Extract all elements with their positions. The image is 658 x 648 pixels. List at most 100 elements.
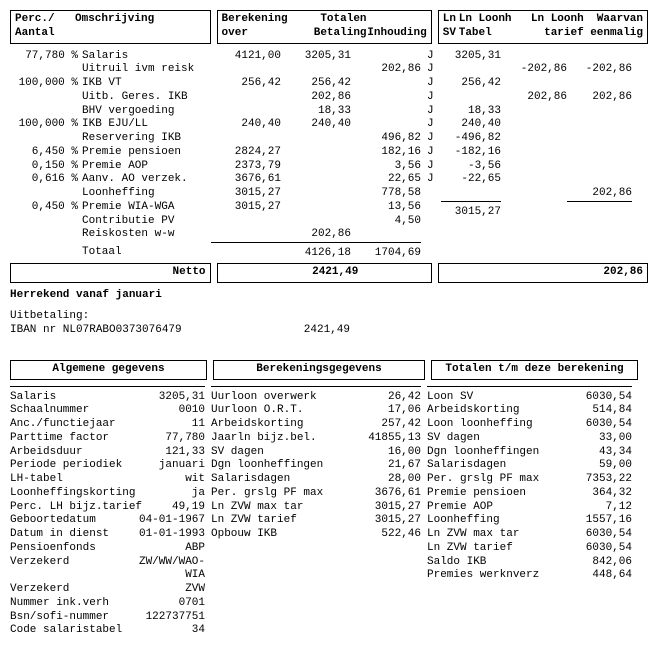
line-bet: 240,40	[281, 118, 351, 132]
kv-label: Salarisdagen	[427, 459, 562, 473]
hdr-tarief: Ln Loonhtarief	[514, 13, 584, 41]
line-desc: Uitb. Geres. IKB	[82, 91, 205, 105]
totals-inh: 1704,69	[351, 247, 421, 261]
line-desc: Contributie PV	[82, 215, 205, 229]
line-bet: 256,42	[281, 77, 351, 91]
line-inh: 778,58	[351, 187, 421, 201]
line-sv: J	[427, 173, 441, 187]
kv-value: 26,42	[351, 391, 421, 405]
line-desc: Reiskosten w-w	[82, 228, 205, 242]
totals-label: Totaal	[82, 246, 205, 260]
hdr-inh: Inhouding	[367, 13, 427, 41]
line-inh: 22,65	[351, 173, 421, 187]
kv-label: Perc. LH bijz.tarief	[10, 501, 142, 515]
line-tab: 240,40	[441, 118, 501, 132]
line-sv: J	[427, 50, 441, 64]
line-over	[211, 215, 281, 229]
kv-value: 7,12	[562, 501, 632, 515]
kv-value: 28,00	[351, 473, 421, 487]
kv-value: 6030,54	[562, 391, 632, 405]
line-tar	[501, 77, 567, 91]
kv-label: Saldo IKB	[427, 556, 562, 570]
kv-label: Ln ZVW max tar	[211, 501, 351, 515]
top-header: Perc./Aantal Omschrijving Berekeningover…	[10, 10, 648, 44]
kv-value: 01-01-1993	[135, 528, 205, 542]
line-perc	[10, 63, 82, 77]
line-tar	[501, 132, 567, 146]
bottom-columns: Salaris3205,31Schaalnummer0010Anc./funct…	[10, 386, 648, 639]
kv-value: 364,32	[562, 487, 632, 501]
line-inh	[351, 118, 421, 132]
line-bet: 18,33	[281, 105, 351, 119]
line-perc: 100,000 %	[10, 118, 82, 132]
line-over	[211, 63, 281, 77]
kv-label: Loon SV	[427, 391, 562, 405]
kv-value: 33,00	[562, 432, 632, 446]
line-over	[211, 105, 281, 119]
line-sv: J	[427, 160, 441, 174]
line-sv: J	[427, 146, 441, 160]
kv-label: Anc./functiejaar	[10, 418, 135, 432]
kv-label: Uurloon overwerk	[211, 391, 351, 405]
hdr-desc: Omschrijving	[75, 13, 206, 41]
kv-value: 49,19	[142, 501, 205, 515]
line-desc: Uitruil ivm reisk	[82, 63, 205, 77]
kv-label: Nummer ink.verh	[10, 597, 135, 611]
line-over	[211, 132, 281, 146]
kv-label: Dgn loonheffingen	[427, 446, 562, 460]
kv-value: 0701	[135, 597, 205, 611]
kv-label: Bsn/sofi-nummer	[10, 611, 135, 625]
kv-value: ABP	[135, 542, 205, 556]
line-bet: 202,86	[281, 91, 351, 105]
kv-label: Premie pensioen	[427, 487, 562, 501]
line-sv: J	[427, 105, 441, 119]
kv-label: Dgn loonheffingen	[211, 459, 351, 473]
line-bet	[281, 173, 351, 187]
kv-value: ja	[135, 487, 205, 501]
kv-value: 59,00	[562, 459, 632, 473]
bh-tot: Totalen t/m deze berekening	[431, 360, 638, 380]
kv-value: 17,06	[351, 404, 421, 418]
kv-value: 34	[135, 624, 205, 638]
line-inh: 182,16	[351, 146, 421, 160]
kv-label: Uurloon O.R.T.	[211, 404, 351, 418]
line-een	[567, 77, 632, 91]
main-lines: 77,780 %SalarisUitruil ivm reisk100,000 …	[10, 50, 648, 261]
kv-label: Salaris	[10, 391, 135, 405]
kv-value: 6030,54	[562, 418, 632, 432]
line-een	[567, 132, 632, 146]
line-tar	[501, 160, 567, 174]
line-inh: 3,56	[351, 160, 421, 174]
kv-value: 11	[135, 418, 205, 432]
kv-label: Loon loonheffing	[427, 418, 562, 432]
line-een	[567, 173, 632, 187]
line-over: 3015,27	[211, 201, 281, 215]
kv-value: 3676,61	[351, 487, 421, 501]
line-tab: -3,56	[441, 160, 501, 174]
line-inh: 202,86	[351, 63, 421, 77]
line-perc	[10, 132, 82, 146]
netto-label: Netto	[10, 263, 211, 283]
line-over	[211, 228, 281, 243]
line-perc: 0,150 %	[10, 160, 82, 174]
payout-amount: 2421,49	[210, 324, 350, 338]
hdr-perc: Perc./Aantal	[15, 13, 75, 41]
line-tab: -496,82	[441, 132, 501, 146]
line-inh	[351, 50, 421, 64]
kv-value: 514,84	[562, 404, 632, 418]
line-desc: Reservering IKB	[82, 132, 205, 146]
line-inh	[351, 105, 421, 119]
line-bet	[281, 215, 351, 229]
kv-label: Ln ZVW tarief	[211, 514, 351, 528]
line-perc	[10, 105, 82, 119]
kv-label: Loonheffing	[427, 514, 562, 528]
line-een	[567, 50, 632, 64]
kv-label: Parttime factor	[10, 432, 135, 446]
iban: IBAN nr NL07RABO0373076479	[10, 324, 210, 338]
kv-value: 0010	[135, 404, 205, 418]
kv-label: Opbouw IKB	[211, 528, 351, 542]
kv-value: 41855,13	[351, 432, 421, 446]
line-over	[211, 91, 281, 105]
kv-value: 448,64	[562, 569, 632, 583]
bottom-headers: Algemene gegevens Berekeningsgegevens To…	[10, 360, 648, 380]
